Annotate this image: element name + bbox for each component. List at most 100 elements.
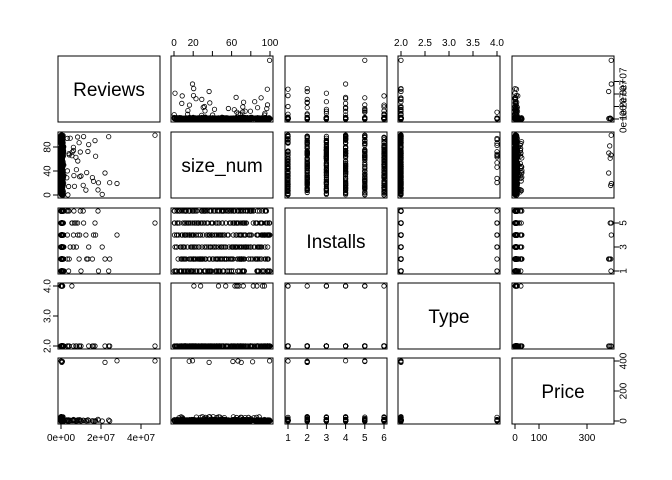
data-point [171, 115, 178, 121]
data-point [196, 115, 202, 121]
data-point [243, 116, 249, 122]
data-point [71, 183, 78, 189]
data-point [102, 256, 108, 262]
data-point [608, 81, 614, 87]
data-point [323, 90, 329, 96]
data-point [240, 104, 246, 110]
data-point [304, 88, 310, 95]
data-point [342, 112, 349, 118]
data-point [81, 220, 87, 226]
data-point [398, 88, 404, 95]
data-point [608, 116, 614, 122]
data-point [241, 99, 247, 105]
panel-frame [284, 131, 388, 199]
data-point [398, 96, 404, 103]
data-point [264, 102, 271, 108]
data-point [186, 102, 193, 108]
data-point [398, 232, 404, 238]
panel-frame [511, 131, 615, 199]
data-point [174, 115, 181, 121]
diagonal-label-size_num: size_num [181, 156, 262, 177]
data-point [242, 108, 248, 114]
data-point [258, 95, 264, 101]
data-point [152, 220, 158, 226]
data-point [193, 96, 199, 102]
data-point [180, 115, 186, 122]
data-point [71, 208, 77, 214]
data-point [304, 100, 310, 106]
data-point [342, 100, 349, 107]
data-point [221, 115, 227, 121]
data-point [64, 135, 71, 141]
data-point [66, 183, 72, 190]
data-point [398, 57, 404, 63]
data-point [240, 109, 246, 115]
data-point [80, 182, 86, 188]
data-point [323, 106, 329, 112]
data-point [207, 100, 213, 106]
panel-frame [57, 207, 161, 275]
panel-installs-vs-installs: Installs [284, 207, 388, 275]
data-point [362, 102, 368, 108]
panel-frame [397, 55, 501, 123]
data-point [78, 173, 84, 179]
data-point [362, 115, 368, 121]
data-point [188, 116, 194, 122]
panel-frame [57, 55, 161, 123]
data-point [76, 256, 82, 262]
data-point [107, 180, 113, 186]
data-point [190, 93, 197, 99]
panel-installs-vs-price [511, 207, 615, 275]
panel-reviews-vs-type [397, 55, 501, 123]
data-point [381, 104, 387, 110]
data-point [285, 93, 291, 99]
data-point [92, 220, 98, 226]
panel-reviews-vs-price [511, 55, 615, 123]
data-point [398, 95, 404, 101]
data-point [75, 134, 81, 140]
panel-frame [511, 55, 615, 123]
data-point [73, 244, 80, 250]
data-point [304, 115, 310, 121]
data-point [238, 115, 244, 121]
data-point [607, 143, 613, 149]
data-point [304, 105, 310, 111]
data-point [608, 57, 614, 63]
data-point [362, 57, 368, 63]
data-point [99, 191, 105, 197]
data-point [200, 104, 206, 111]
data-point [606, 170, 612, 176]
data-point [608, 232, 614, 238]
data-point [398, 86, 404, 92]
data-point [231, 107, 237, 113]
data-point [197, 116, 203, 122]
data-point [93, 153, 99, 159]
diagonal-label-installs: Installs [306, 232, 365, 253]
data-point [494, 208, 500, 214]
data-point [247, 108, 253, 114]
panel-size_num-vs-size_num: size_num [170, 131, 274, 199]
data-point [70, 144, 77, 150]
data-point [266, 57, 273, 63]
data-point [398, 99, 404, 105]
data-point [362, 95, 368, 101]
data-point [64, 168, 71, 174]
data-point [398, 108, 404, 114]
data-point [362, 109, 368, 115]
data-point [189, 81, 196, 87]
data-point [73, 154, 79, 160]
data-point [381, 102, 387, 108]
data-point [323, 108, 329, 114]
data-point [304, 96, 310, 103]
panel-frame [284, 55, 388, 123]
data-point [66, 268, 72, 274]
data-point [206, 88, 212, 95]
data-point [323, 99, 329, 105]
data-point [202, 116, 208, 122]
data-point [264, 86, 270, 92]
data-point [398, 256, 404, 262]
data-point [99, 244, 105, 250]
data-point [398, 220, 404, 226]
data-point [304, 86, 310, 92]
panel-installs-vs-reviews [57, 207, 161, 275]
